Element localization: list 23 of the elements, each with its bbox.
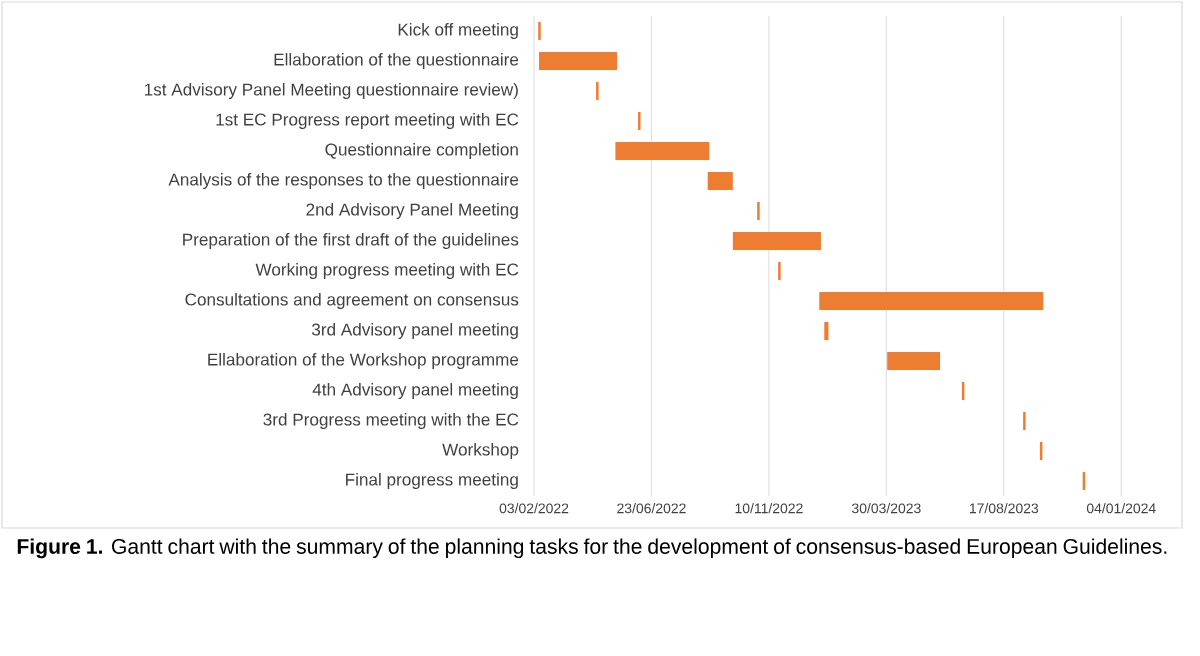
y-tick-label: 1st EC Progress report meeting with EC [216,113,519,129]
text: Figure 1. Gantt chart with the summary of the planning tasks for the development of consensus-based European Guidelines. [17,538,1167,559]
y-tick-label: Consultations and agreement on consensus [185,293,519,309]
y-tick-label: Ellaboration of the questionnaire [274,53,519,69]
bar [819,292,1044,310]
y-tick-label: Working progress meeting with EC [255,263,519,279]
y-tick-label: Workshop [442,443,519,459]
y-tick-label: 3rd Progress meeting with the EC [263,413,519,429]
bar [539,52,618,70]
bar [887,352,941,371]
bar [615,142,710,160]
y-tick-label: Preparation of the first draft of the guidelines [183,233,519,249]
y-tick-label: Kick off meeting [398,23,518,39]
y-tick-label: Ellaboration of the Workshop programme [208,353,519,369]
y-tick-label: 4th Advisory panel meeting [312,383,518,399]
y-tick-label: 2nd Advisory Panel Meeting [306,203,518,219]
y-tick-label: Final progress meeting [346,473,518,489]
bar [732,232,821,250]
bar [707,172,733,190]
y-tick-label: Questionnaire completion [325,143,518,159]
y-tick-label: 1st Advisory Panel Meeting questionnaire review) [145,83,518,99]
y-tick-label: 3rd Advisory panel meeting [311,323,518,339]
y-tick-label: Analysis of the responses to the questionnaire [168,173,519,189]
